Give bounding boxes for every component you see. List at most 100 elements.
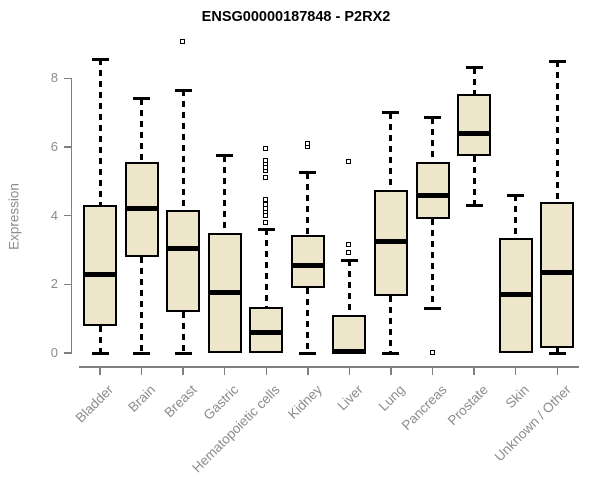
x-tick: [473, 366, 475, 375]
lower-whisker: [98, 325, 102, 353]
box: [415, 162, 450, 220]
whisker-cap: [548, 59, 566, 63]
x-tick: [431, 366, 434, 375]
whisker-cap: [340, 258, 358, 262]
whisker-cap: [548, 351, 566, 355]
outlier-point: [263, 157, 269, 163]
median-line: [249, 329, 284, 335]
x-tick-label: Brain: [125, 382, 159, 415]
median-line: [498, 292, 533, 298]
x-tick: [390, 366, 392, 375]
x-tick-label: Lung: [375, 382, 408, 414]
outlier-point: [263, 202, 269, 208]
box: [457, 93, 492, 156]
x-tick-label: Breast: [161, 382, 200, 421]
y-tick: [63, 283, 71, 286]
upper-whisker: [181, 90, 185, 211]
upper-whisker: [347, 260, 351, 316]
lower-whisker: [555, 347, 559, 353]
outlier-point: [346, 250, 352, 256]
outlier-point: [429, 350, 435, 355]
x-tick-label: Unknown / Other: [491, 382, 574, 465]
whisker-cap: [257, 227, 275, 231]
box: [166, 210, 201, 312]
whisker-cap: [174, 351, 192, 355]
median-line: [166, 245, 201, 251]
whisker-cap: [424, 306, 442, 310]
median-line: [332, 348, 367, 354]
median-line: [207, 290, 242, 296]
x-tick: [99, 366, 101, 375]
median-line: [457, 130, 492, 136]
y-tick: [63, 352, 71, 354]
median-line: [415, 192, 450, 198]
box: [83, 205, 117, 326]
median-line: [373, 238, 408, 244]
whisker-cap: [216, 154, 234, 158]
x-tick-label: Liver: [334, 382, 367, 414]
x-tick: [140, 366, 143, 375]
outlier-point: [263, 219, 269, 225]
upper-whisker: [514, 195, 518, 238]
whisker-cap: [424, 116, 442, 120]
box: [249, 306, 284, 353]
median-line: [540, 269, 575, 275]
whisker-cap: [299, 171, 317, 175]
x-tick-label: Bladder: [73, 382, 117, 426]
chart-title: ENSG00000187848 - P2RX2: [201, 9, 391, 25]
outlier-point: [346, 159, 352, 165]
whisker-cap: [133, 351, 151, 355]
y-tick: [63, 146, 71, 148]
x-tick-label: Kidney: [284, 382, 325, 422]
x-tick: [182, 366, 184, 375]
box: [540, 201, 575, 348]
lower-whisker: [431, 219, 435, 309]
x-tick: [307, 366, 309, 375]
whisker-cap: [133, 97, 151, 101]
y-tick-label: 0: [50, 345, 58, 360]
outlier-point: [263, 174, 269, 180]
upper-whisker: [140, 98, 144, 163]
y-tick: [63, 77, 71, 80]
x-tick: [556, 366, 559, 375]
upper-whisker: [223, 155, 227, 233]
upper-whisker: [264, 229, 268, 307]
whisker-cap: [382, 111, 400, 115]
x-tick: [223, 366, 226, 375]
outlier-point: [346, 241, 352, 247]
y-tick: [63, 214, 71, 217]
whisker-cap: [91, 351, 109, 355]
outlier-point: [304, 140, 310, 146]
x-tick: [265, 366, 268, 375]
outlier-point: [180, 39, 186, 45]
lower-whisker: [140, 256, 144, 353]
box: [290, 234, 325, 288]
whisker-cap: [91, 57, 109, 61]
upper-whisker: [472, 67, 476, 94]
x-tick: [348, 366, 351, 375]
whisker-cap: [299, 351, 317, 355]
upper-whisker: [98, 59, 102, 206]
whisker-cap: [382, 351, 400, 355]
whisker-cap: [465, 66, 483, 70]
upper-whisker: [431, 117, 435, 163]
y-axis-line: [70, 78, 72, 354]
upper-whisker: [306, 172, 310, 235]
box: [332, 315, 367, 353]
outlier-point: [263, 145, 269, 151]
x-tick-label: Prostate: [444, 382, 491, 429]
median-line: [290, 262, 325, 268]
upper-whisker: [555, 61, 559, 202]
x-tick: [514, 366, 517, 375]
lower-whisker: [181, 311, 185, 353]
y-tick-label: 8: [50, 70, 58, 86]
whisker-cap: [174, 88, 192, 92]
lower-whisker: [472, 155, 476, 206]
y-tick-label: 6: [50, 138, 58, 154]
outlier-point: [263, 197, 269, 203]
x-axis-line: [79, 366, 579, 368]
x-tick-label: Pancreas: [398, 382, 450, 433]
lower-whisker: [389, 296, 393, 353]
